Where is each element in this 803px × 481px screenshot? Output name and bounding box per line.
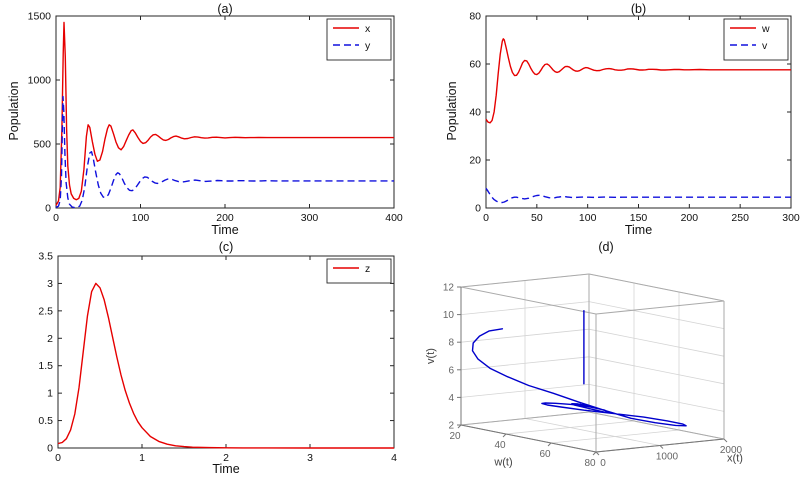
subplot-b-plot-area: 0 50 100 150 200 250 300 0 20 40 60 80 wv [469,11,800,225]
svg-text:0: 0 [600,458,606,469]
svg-text:0: 0 [483,212,489,224]
svg-text:300: 300 [782,212,800,224]
svg-text:v(t): v(t) [425,348,437,364]
svg-text:0: 0 [47,443,53,455]
svg-text:2: 2 [223,452,229,464]
svg-text:0: 0 [45,203,51,215]
svg-text:1: 1 [139,452,145,464]
subplot-b: (b) Population 0 50 100 150 200 250 300 0 20 40 60… [406,2,801,238]
svg-text:10: 10 [443,310,455,321]
subplot-b-xlabel: Time [624,223,653,237]
svg-text:2: 2 [47,333,53,345]
svg-text:2000: 2000 [720,445,743,456]
svg-text:0.5: 0.5 [38,415,53,427]
svg-text:z: z [365,263,370,275]
svg-text:8: 8 [448,338,454,349]
subplot-c-title: (c) [218,240,234,254]
svg-text:v: v [762,40,768,52]
subplot-d-title: (d) [598,240,614,254]
svg-text:x: x [365,23,371,35]
svg-text:40: 40 [494,440,506,451]
svg-text:100: 100 [579,212,597,224]
svg-text:500: 500 [33,139,51,151]
subplot-d: (d) 20 40 60 80 0 1000 2000 2 4 6 8 10 12 w(t) x(t) v(t… [406,240,801,478]
subplot-a-xlabel: Time [211,223,239,237]
subplot-c-plot-area: 0 1 2 3 4 0 0.5 1 1.5 2 2.5 3 3.5 z [38,251,397,465]
svg-text:0: 0 [53,212,59,224]
svg-text:1: 1 [47,388,53,400]
svg-text:200: 200 [216,212,234,224]
svg-text:50: 50 [531,212,543,224]
svg-text:0: 0 [475,203,481,215]
subplot-d-plot-area: 20 40 60 80 0 1000 2000 2 4 6 8 10 12 w(t) x(t) v(t) [425,273,743,469]
svg-text:1000: 1000 [656,452,679,463]
svg-text:20: 20 [449,431,461,442]
svg-text:6: 6 [448,365,454,376]
svg-text:3: 3 [307,452,313,464]
svg-text:150: 150 [630,212,648,224]
svg-text:40: 40 [469,107,481,119]
svg-text:200: 200 [681,212,699,224]
subplot-c: (c) 0 1 2 3 4 0 0.5 1 1.5 2 2.5 3 3.5 z Time [2,240,402,478]
svg-text:4: 4 [448,393,454,404]
subplot-c-xlabel: Time [212,462,240,476]
subplot-a-title: (a) [217,2,233,16]
svg-text:80: 80 [584,458,596,469]
svg-text:x(t): x(t) [727,453,743,465]
svg-text:2: 2 [448,421,454,432]
svg-text:1000: 1000 [28,75,52,87]
svg-text:60: 60 [469,59,481,71]
svg-text:250: 250 [731,212,749,224]
svg-text:w: w [761,23,770,35]
subplot-a-plot-area: 0 100 200 300 400 0 500 1000 1500 xy [28,11,403,225]
svg-text:80: 80 [469,11,481,23]
svg-text:12: 12 [443,283,455,294]
svg-text:400: 400 [385,212,403,224]
svg-text:100: 100 [132,212,150,224]
svg-text:60: 60 [539,449,551,460]
svg-text:300: 300 [301,212,319,224]
svg-text:3.5: 3.5 [38,251,53,263]
svg-text:1500: 1500 [28,11,52,23]
svg-text:0: 0 [55,452,61,464]
subplot-a: (a) Population 0 100 200 300 400 0 500 1000 1500… [2,2,403,238]
svg-text:1.5: 1.5 [38,360,53,372]
svg-text:2.5: 2.5 [38,305,53,317]
svg-text:4: 4 [391,452,397,464]
svg-text:w(t): w(t) [493,457,512,469]
svg-text:y: y [365,40,371,52]
svg-text:20: 20 [469,155,481,167]
subplot-b-title: (b) [630,2,647,16]
svg-text:3: 3 [47,278,53,290]
